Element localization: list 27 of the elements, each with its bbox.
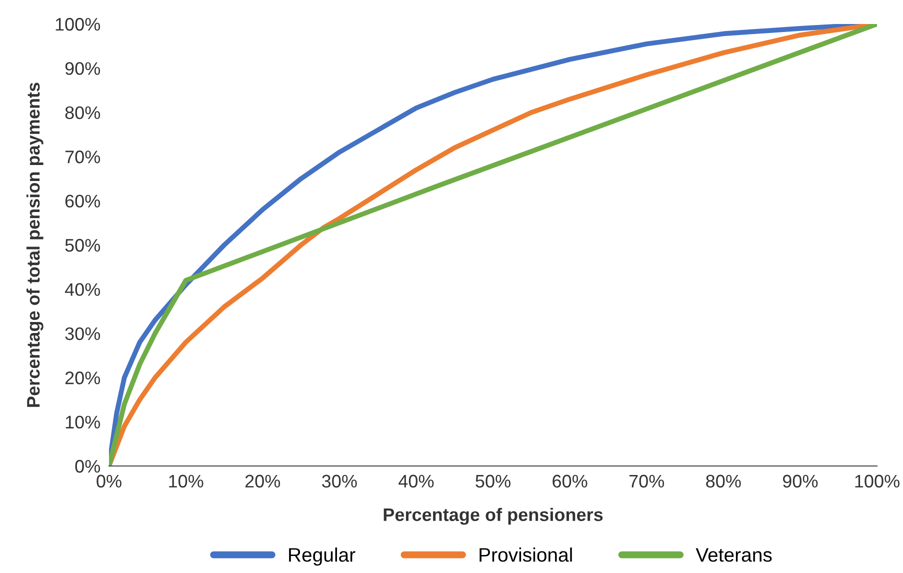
y-tick-label: 30% xyxy=(65,327,100,340)
y-tick-label: 10% xyxy=(66,416,100,429)
legend-label: Regular xyxy=(289,548,356,566)
y-tick-label: 80% xyxy=(65,106,100,120)
y-tick-label: 90% xyxy=(65,62,100,75)
x-axis-title: Percentage of pensioners xyxy=(384,508,603,525)
x-tick-label: 10% xyxy=(169,474,204,488)
x-tick-label: 100% xyxy=(855,474,900,488)
x-tick-label: 30% xyxy=(322,474,357,488)
x-tick-label: 50% xyxy=(476,474,510,488)
y-tick-label: 0% xyxy=(75,460,100,473)
y-tick-label: 100% xyxy=(56,18,100,31)
y-axis-title: Percentage of total pension payments xyxy=(26,82,44,407)
x-tick-label: 40% xyxy=(398,474,434,488)
x-tick-label: 80% xyxy=(706,474,741,488)
x-tick-label: 60% xyxy=(552,474,588,488)
y-tick-label: 40% xyxy=(64,283,100,296)
legend-label: Veterans xyxy=(696,548,772,562)
x-tick-label: 0% xyxy=(96,474,122,488)
y-tick-label: 20% xyxy=(65,372,100,384)
x-tick-label: 70% xyxy=(629,474,664,488)
y-tick-label: 50% xyxy=(65,238,100,252)
legend-label: Provisional xyxy=(480,548,572,562)
y-tick-label: 60% xyxy=(65,194,100,208)
x-tick-label: 90% xyxy=(782,474,818,488)
y-tick-label: 70% xyxy=(65,150,100,164)
x-tick-label: 20% xyxy=(245,474,280,488)
